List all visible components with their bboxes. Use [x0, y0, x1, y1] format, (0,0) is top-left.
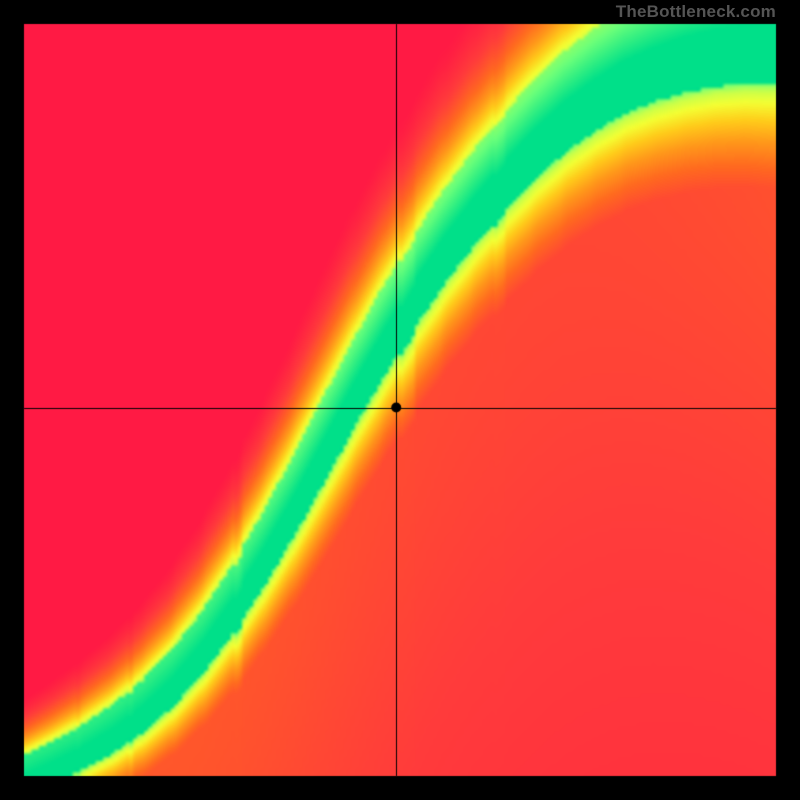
chart-stage: TheBottleneck.com — [0, 0, 800, 800]
bottleneck-heatmap — [0, 0, 800, 800]
